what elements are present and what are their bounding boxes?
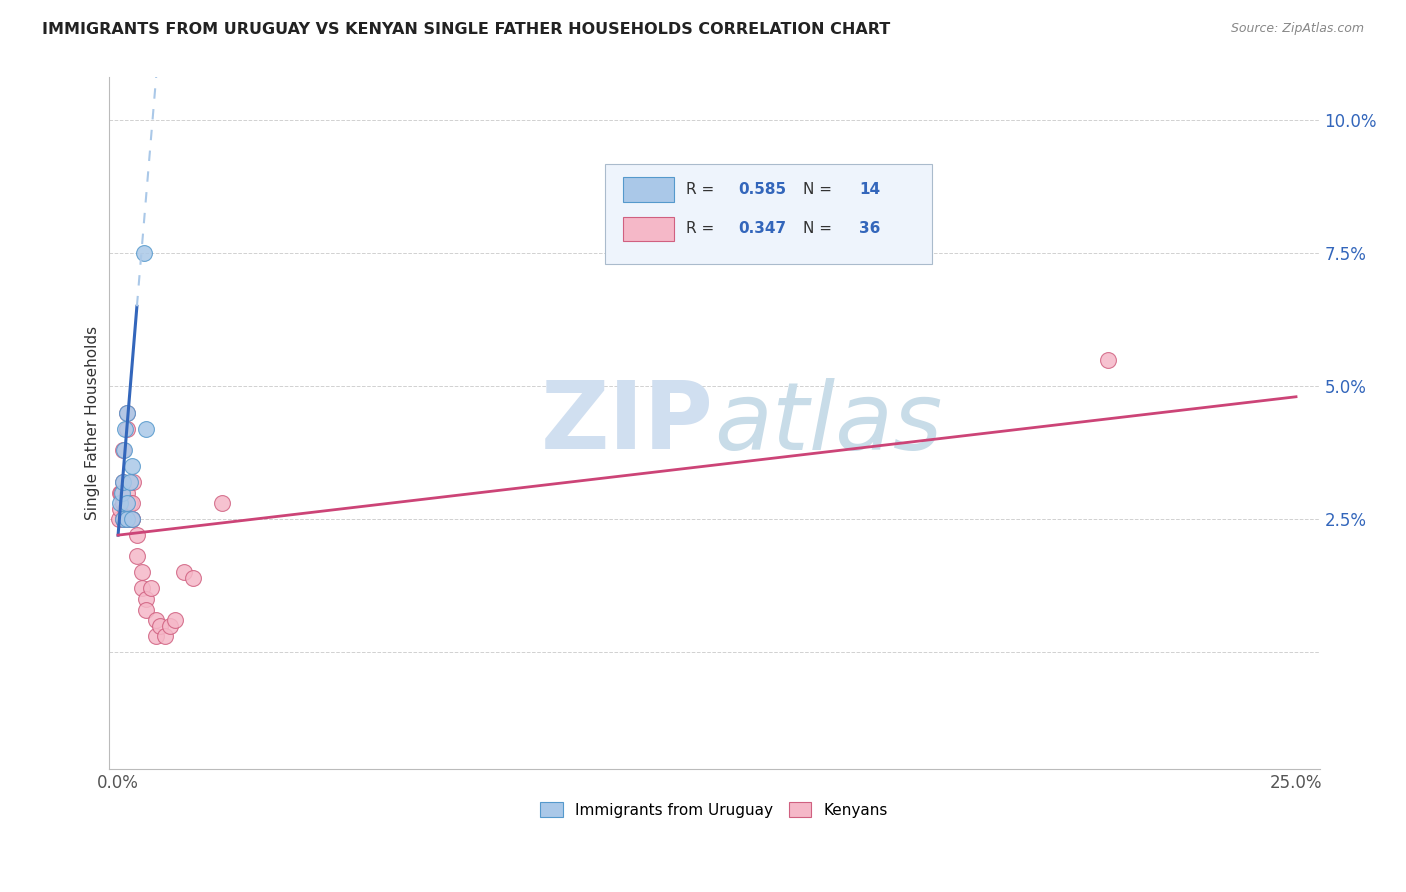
Point [125, 528, 148, 542]
Point [111, 512, 134, 526]
Point [121, 512, 143, 526]
Point [139, 582, 162, 596]
Text: Source: ZipAtlas.com: Source: ZipAtlas.com [1230, 22, 1364, 36]
Text: 0.585: 0.585 [738, 182, 786, 197]
Point [131, 582, 153, 596]
Point [145, 613, 167, 627]
Point [110, 501, 132, 516]
Point [115, 422, 138, 436]
FancyBboxPatch shape [623, 178, 673, 202]
Point [183, 571, 205, 585]
Point [1097, 352, 1119, 367]
Point [111, 485, 134, 500]
Point [125, 549, 148, 564]
Text: N =: N = [803, 182, 837, 197]
Point [135, 592, 157, 607]
Point [135, 422, 157, 436]
Point [110, 496, 132, 510]
Point [132, 246, 155, 260]
Point [121, 496, 143, 510]
Point [108, 512, 131, 526]
Point [163, 613, 186, 627]
Text: 36: 36 [859, 221, 880, 236]
Point [110, 485, 132, 500]
Point [118, 496, 141, 510]
Point [117, 512, 139, 526]
Point [159, 618, 181, 632]
Point [117, 406, 139, 420]
Text: 0.347: 0.347 [738, 221, 786, 236]
Point [117, 406, 139, 420]
Text: R =: R = [686, 221, 720, 236]
Point [110, 485, 132, 500]
Point [122, 475, 145, 489]
Point [117, 512, 139, 526]
Text: N =: N = [803, 221, 837, 236]
FancyBboxPatch shape [605, 164, 932, 264]
Y-axis label: Single Father Households: Single Father Households [86, 326, 100, 520]
Point [117, 485, 139, 500]
Text: ZIP: ZIP [541, 377, 714, 469]
Point [135, 602, 157, 616]
Point [114, 422, 136, 436]
Point [153, 629, 176, 643]
Point [121, 458, 143, 473]
Point [121, 512, 143, 526]
Point [112, 442, 135, 457]
Point [149, 618, 172, 632]
Text: R =: R = [686, 182, 720, 197]
Point [173, 566, 195, 580]
Text: atlas: atlas [714, 378, 942, 469]
Text: IMMIGRANTS FROM URUGUAY VS KENYAN SINGLE FATHER HOUSEHOLDS CORRELATION CHART: IMMIGRANTS FROM URUGUAY VS KENYAN SINGLE… [42, 22, 890, 37]
FancyBboxPatch shape [623, 217, 673, 242]
Point [111, 442, 134, 457]
Point [114, 501, 136, 516]
Legend: Immigrants from Uruguay, Kenyans: Immigrants from Uruguay, Kenyans [534, 796, 894, 824]
Point [121, 512, 143, 526]
Point [118, 475, 141, 489]
Point [131, 566, 153, 580]
Point [111, 475, 134, 489]
Point [115, 496, 138, 510]
Point [111, 512, 134, 526]
Point [145, 629, 167, 643]
Point [111, 475, 134, 489]
Point [111, 496, 134, 510]
Point [112, 512, 135, 526]
Text: 14: 14 [859, 182, 880, 197]
Point [211, 496, 233, 510]
